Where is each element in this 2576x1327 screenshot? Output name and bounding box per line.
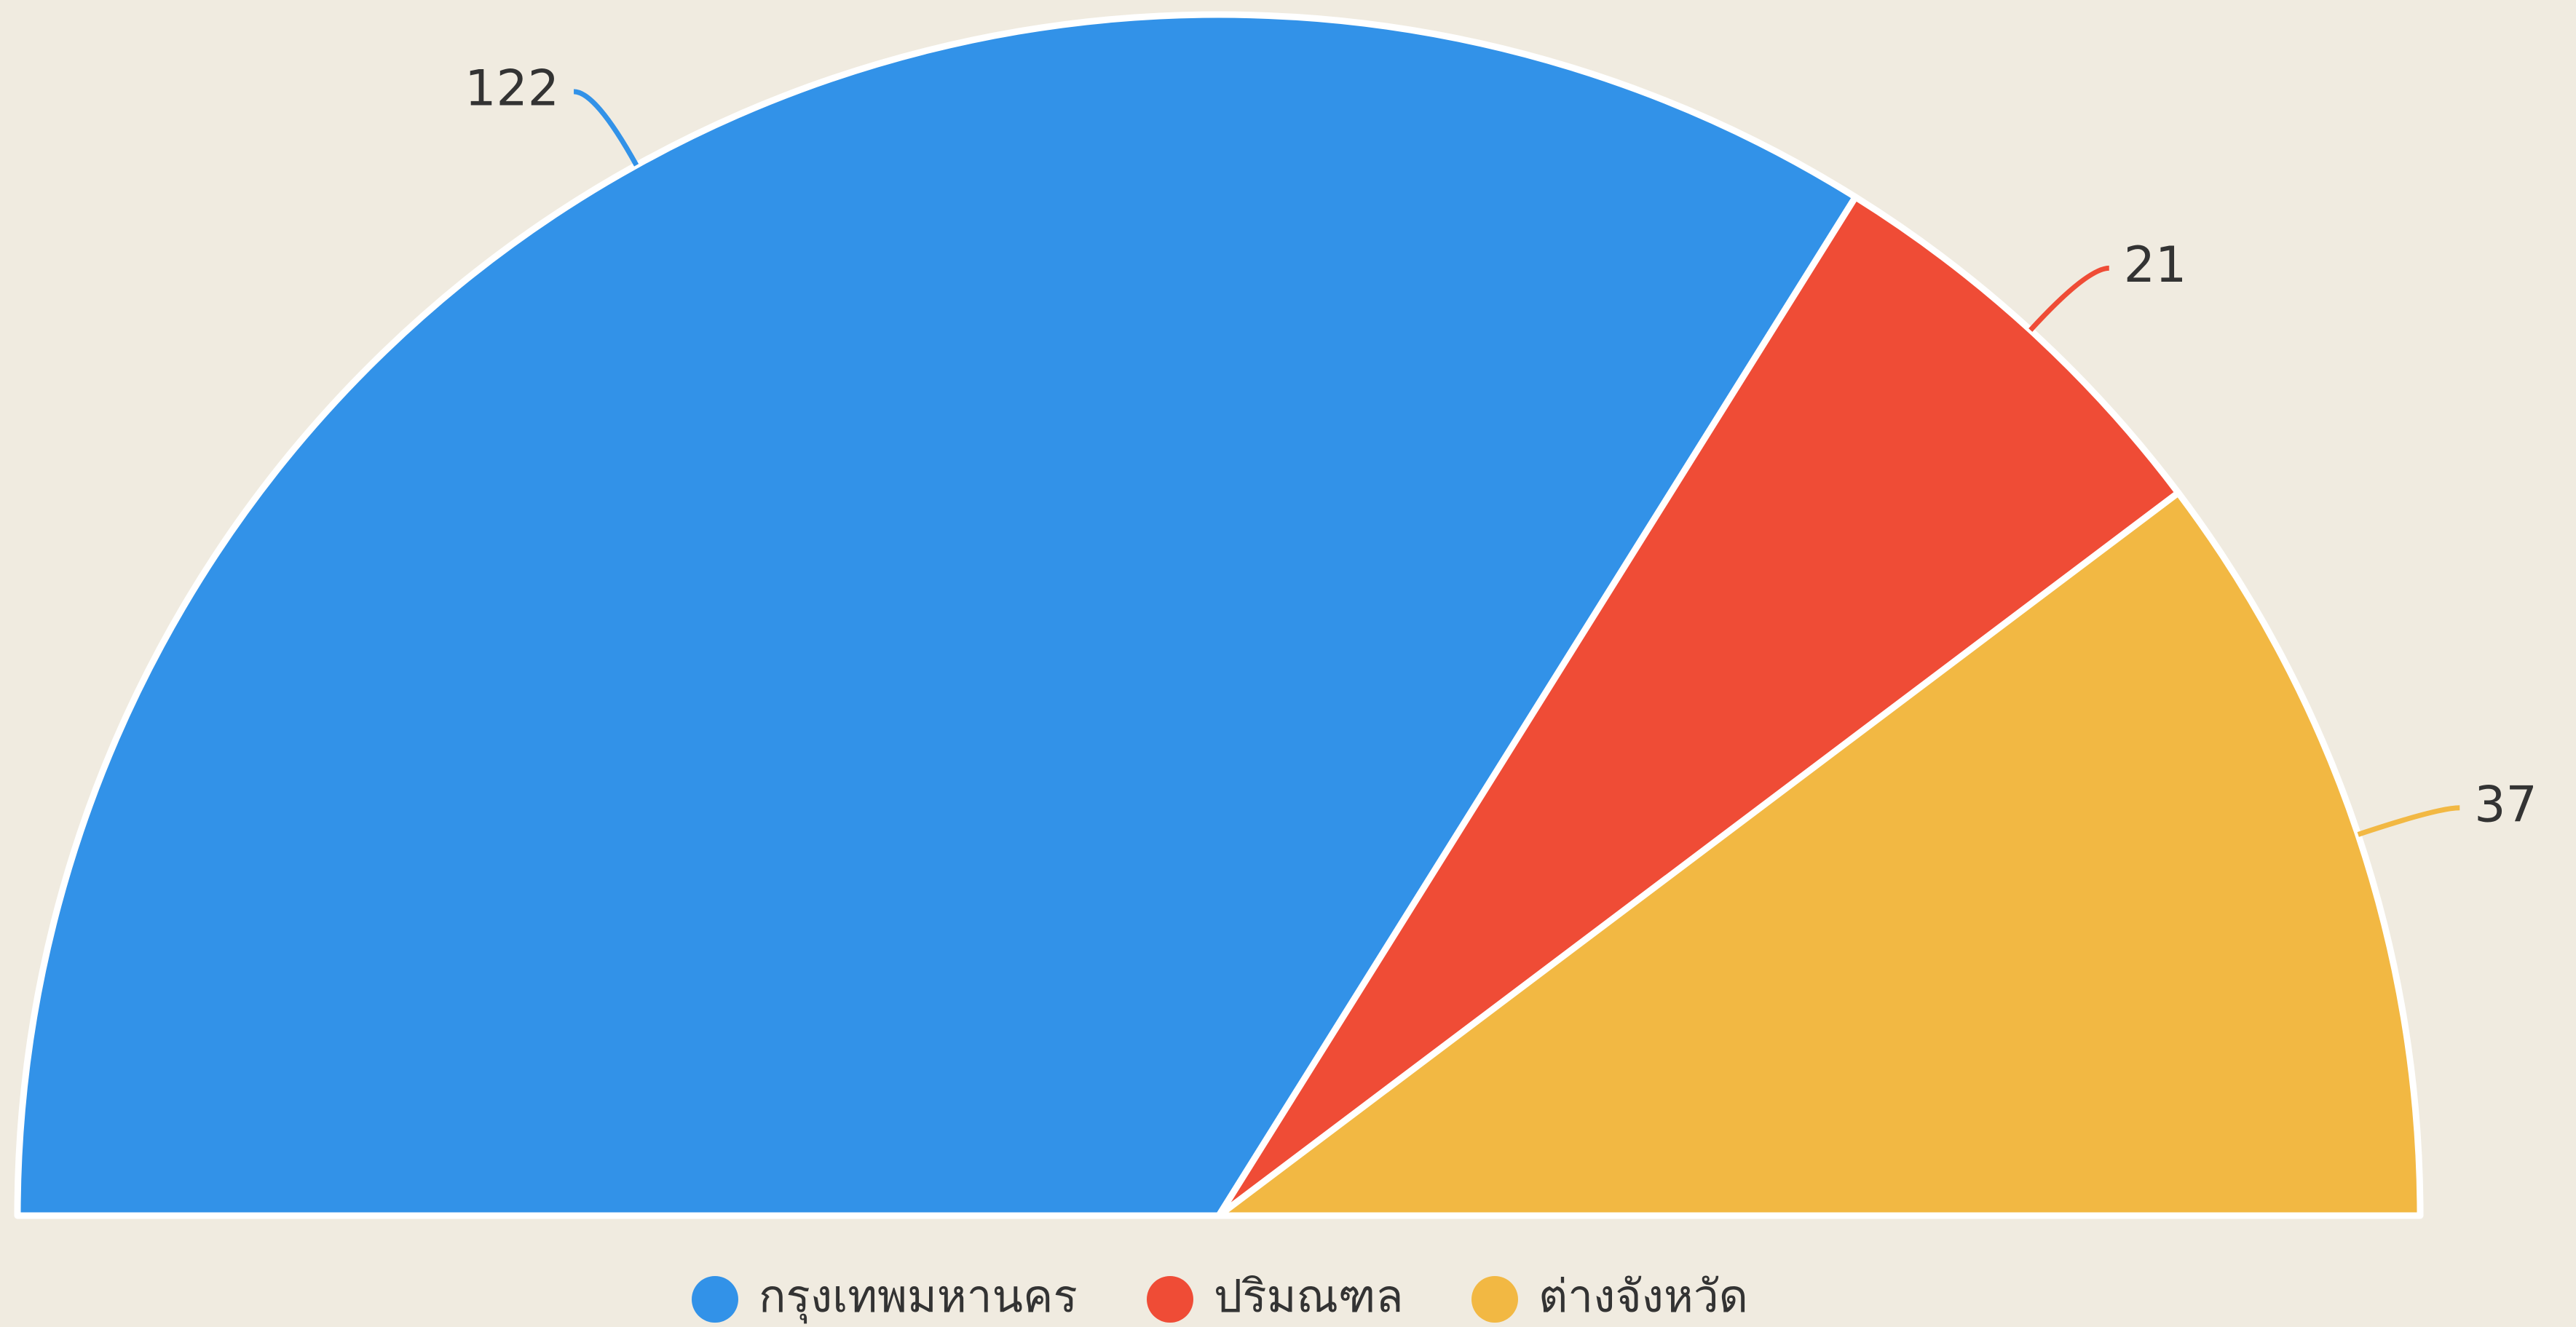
legend-label: ต่างจังหวัด [1538, 1269, 1748, 1323]
legend-swatch [692, 1276, 738, 1323]
data-label: 37 [2474, 776, 2537, 833]
legend-swatch [1147, 1276, 1193, 1323]
data-label: 21 [2124, 237, 2187, 294]
legend-label: กรุงเทพมหานคร [759, 1269, 1078, 1323]
leader-line [2357, 805, 2460, 837]
leader-line [2028, 265, 2110, 332]
legend-swatch [1471, 1276, 1518, 1323]
data-label: 122 [465, 60, 559, 117]
leader-line [573, 89, 639, 167]
legend-label: ปริมณฑล [1214, 1269, 1404, 1323]
